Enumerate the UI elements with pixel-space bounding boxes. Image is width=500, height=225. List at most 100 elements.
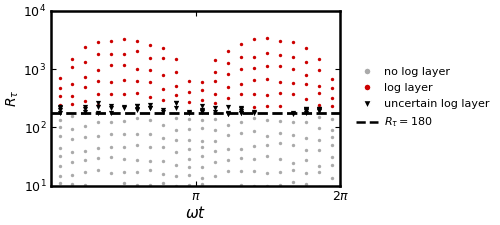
Point [224, 105, 232, 109]
Point [94, 169, 102, 172]
Point [82, 86, 90, 89]
Point [172, 93, 180, 96]
Point [120, 63, 128, 67]
Point [56, 76, 64, 80]
Point [146, 56, 154, 60]
Point [56, 154, 64, 157]
Point [134, 39, 141, 43]
Point [302, 60, 310, 64]
Point [56, 108, 64, 112]
Point [263, 134, 271, 138]
Point [94, 52, 102, 56]
Point [198, 110, 206, 113]
Point [198, 145, 206, 149]
Point [237, 43, 245, 46]
Point [68, 182, 76, 186]
Point [328, 78, 336, 81]
Point [276, 91, 284, 95]
Point [94, 187, 102, 190]
Point [82, 107, 90, 111]
Point [263, 143, 271, 147]
Point [224, 147, 232, 151]
Point [56, 104, 64, 107]
Point [120, 105, 128, 109]
Point [289, 81, 297, 85]
Point [82, 75, 90, 79]
Point [120, 120, 128, 123]
Point [289, 67, 297, 71]
Point [186, 117, 194, 120]
Point [315, 116, 323, 119]
Point [302, 83, 310, 86]
Point [120, 170, 128, 174]
Point [68, 160, 76, 163]
Point [108, 104, 116, 108]
Point [237, 111, 245, 115]
Point [172, 101, 180, 105]
Point [315, 84, 323, 87]
Point [289, 40, 297, 44]
Point [146, 132, 154, 135]
Point [250, 55, 258, 59]
Point [56, 105, 64, 109]
Point [172, 116, 180, 119]
Point [108, 111, 116, 114]
Point [212, 185, 220, 189]
Point [172, 184, 180, 188]
Point [250, 144, 258, 147]
Point [237, 82, 245, 85]
Point [224, 169, 232, 173]
Point [172, 151, 180, 154]
Point [315, 185, 323, 188]
Point [120, 52, 128, 56]
Point [276, 39, 284, 43]
Point [134, 104, 141, 108]
Point [212, 110, 220, 113]
Point [224, 112, 232, 116]
Point [160, 99, 168, 102]
Point [263, 93, 271, 96]
Point [315, 164, 323, 167]
Point [160, 87, 168, 91]
Point [315, 68, 323, 72]
Point [108, 53, 116, 56]
Point [328, 143, 336, 147]
Point [160, 172, 168, 176]
Point [146, 43, 154, 47]
Point [212, 107, 220, 110]
Point [94, 92, 102, 96]
Point [94, 120, 102, 124]
Point [224, 50, 232, 53]
Point [289, 92, 297, 96]
Point [160, 46, 168, 50]
Point [276, 131, 284, 135]
Point [68, 57, 76, 61]
Point [172, 139, 180, 142]
Point [186, 184, 194, 187]
Point [263, 77, 271, 81]
Point [120, 132, 128, 136]
Point [108, 187, 116, 190]
Point [82, 171, 90, 174]
Point [276, 104, 284, 108]
Point [328, 176, 336, 180]
Point [108, 133, 116, 136]
Point [263, 172, 271, 175]
Point [68, 115, 76, 118]
Point [198, 110, 206, 114]
Point [160, 181, 168, 185]
Point [186, 127, 194, 130]
Point [315, 138, 323, 142]
Point [328, 128, 336, 132]
Point [302, 136, 310, 140]
Point [212, 58, 220, 62]
Point [68, 173, 76, 177]
Point [160, 108, 168, 112]
Point [108, 145, 116, 148]
Point [120, 37, 128, 41]
Point [250, 129, 258, 133]
Point [172, 128, 180, 132]
Point [250, 169, 258, 173]
Point [263, 119, 271, 122]
Point [82, 135, 90, 138]
